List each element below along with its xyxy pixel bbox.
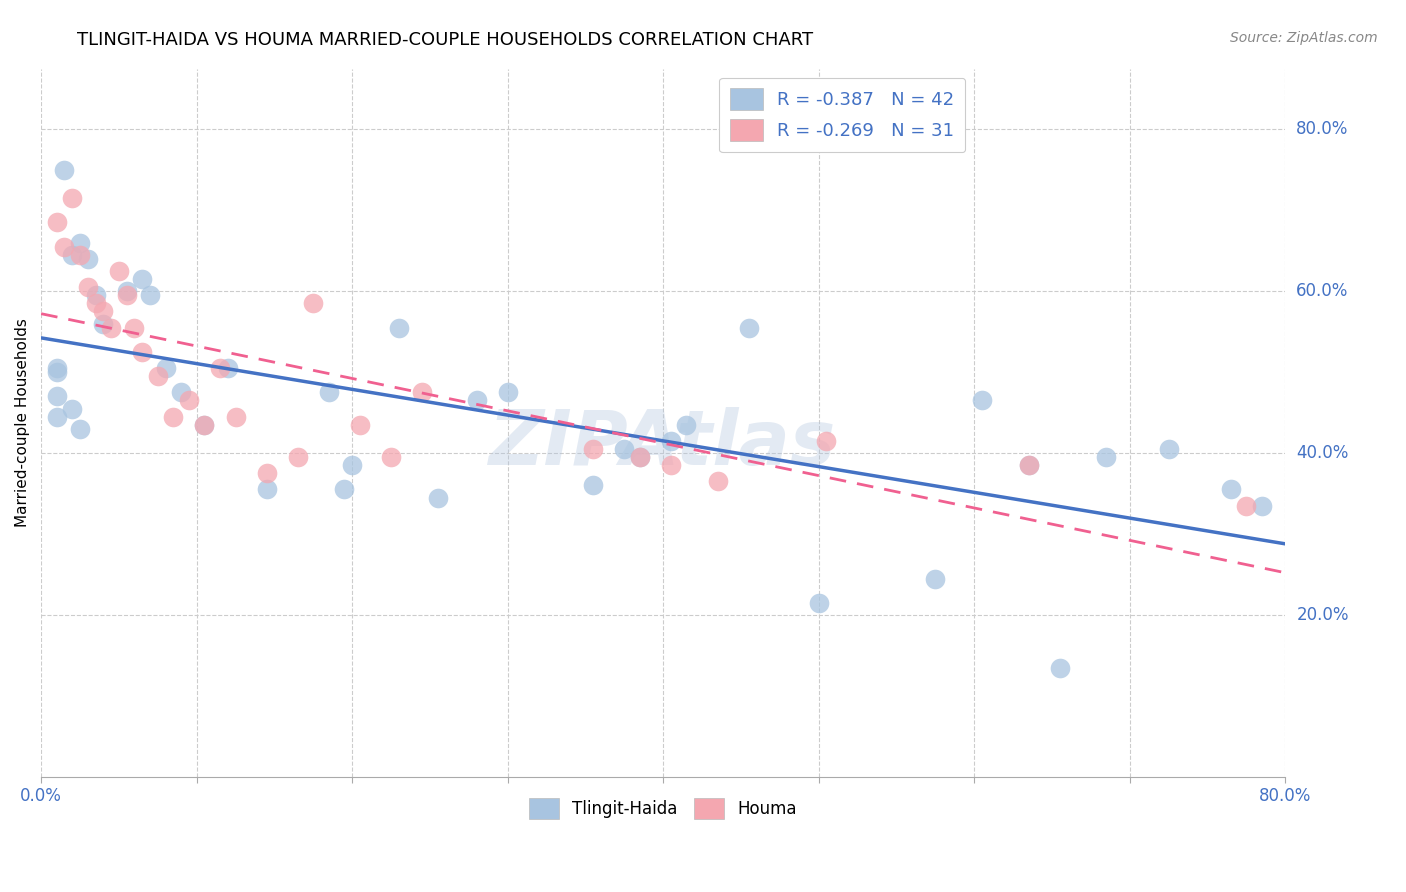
Point	[737, 320, 759, 334]
Point	[970, 393, 993, 408]
Point	[1157, 442, 1180, 456]
Point	[1234, 499, 1257, 513]
Point	[91, 317, 114, 331]
Point	[1250, 499, 1272, 513]
Point	[115, 284, 138, 298]
Text: 60.0%: 60.0%	[1296, 282, 1348, 300]
Text: 40.0%: 40.0%	[1296, 444, 1348, 462]
Point	[496, 385, 519, 400]
Point	[60, 401, 83, 416]
Point	[131, 272, 153, 286]
Point	[193, 417, 215, 432]
Point	[613, 442, 636, 456]
Text: Source: ZipAtlas.com: Source: ZipAtlas.com	[1230, 31, 1378, 45]
Point	[582, 442, 605, 456]
Point	[924, 572, 946, 586]
Point	[349, 417, 371, 432]
Y-axis label: Married-couple Households: Married-couple Households	[15, 318, 30, 527]
Point	[1018, 458, 1040, 473]
Point	[69, 422, 91, 436]
Point	[333, 483, 356, 497]
Point	[628, 450, 651, 464]
Point	[628, 450, 651, 464]
Point	[60, 248, 83, 262]
Point	[1049, 660, 1071, 674]
Point	[582, 478, 605, 492]
Point	[69, 248, 91, 262]
Point	[84, 296, 107, 310]
Point	[131, 344, 153, 359]
Point	[318, 385, 340, 400]
Point	[45, 365, 67, 379]
Point	[224, 409, 246, 424]
Point	[340, 458, 363, 473]
Point	[60, 191, 83, 205]
Point	[815, 434, 838, 448]
Point	[100, 320, 122, 334]
Point	[256, 483, 278, 497]
Point	[706, 475, 728, 489]
Point	[76, 280, 98, 294]
Point	[69, 235, 91, 250]
Point	[465, 393, 488, 408]
Point	[146, 369, 169, 384]
Point	[217, 361, 239, 376]
Point	[1095, 450, 1118, 464]
Point	[256, 467, 278, 481]
Point	[388, 320, 411, 334]
Point	[45, 409, 67, 424]
Point	[659, 458, 682, 473]
Point	[1018, 458, 1040, 473]
Point	[162, 409, 184, 424]
Point	[302, 296, 325, 310]
Point	[1219, 483, 1241, 497]
Point	[807, 596, 830, 610]
Point	[76, 252, 98, 266]
Point	[177, 393, 200, 408]
Point	[45, 361, 67, 376]
Text: TLINGIT-HAIDA VS HOUMA MARRIED-COUPLE HOUSEHOLDS CORRELATION CHART: TLINGIT-HAIDA VS HOUMA MARRIED-COUPLE HO…	[77, 31, 814, 49]
Point	[193, 417, 215, 432]
Point	[108, 264, 131, 278]
Point	[287, 450, 309, 464]
Point	[155, 361, 177, 376]
Point	[53, 162, 76, 177]
Point	[45, 215, 67, 229]
Text: 80.0%: 80.0%	[1296, 120, 1348, 138]
Point	[411, 385, 433, 400]
Point	[426, 491, 449, 505]
Point	[208, 361, 231, 376]
Text: ZIPAtlas: ZIPAtlas	[489, 407, 837, 481]
Point	[659, 434, 682, 448]
Point	[91, 304, 114, 318]
Point	[53, 239, 76, 253]
Point	[675, 417, 697, 432]
Point	[115, 288, 138, 302]
Point	[124, 320, 146, 334]
Point	[380, 450, 402, 464]
Point	[139, 288, 162, 302]
Legend: Tlingit-Haida, Houma: Tlingit-Haida, Houma	[523, 791, 804, 825]
Text: 20.0%: 20.0%	[1296, 606, 1348, 624]
Point	[84, 288, 107, 302]
Point	[45, 389, 67, 403]
Point	[170, 385, 193, 400]
